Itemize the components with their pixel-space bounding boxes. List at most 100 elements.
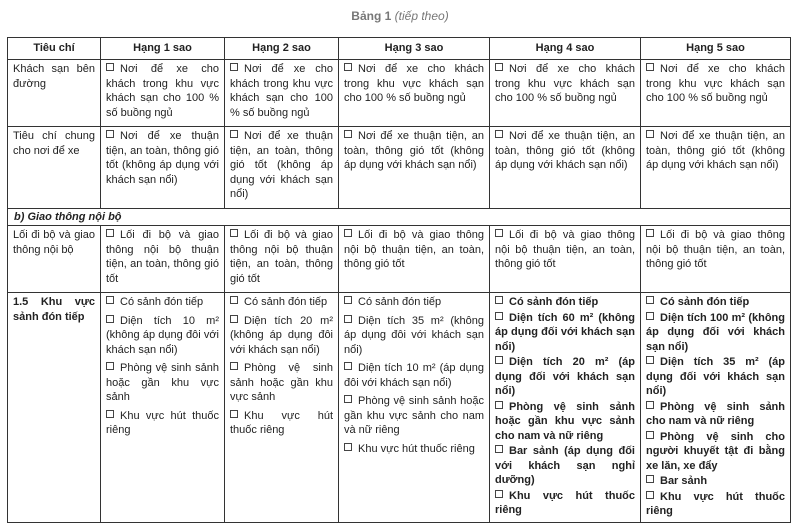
item-text: Diện tích 10 m² (không áp dụng đôi với k… (106, 314, 219, 356)
checklist-item: Nơi để xe thuận tiện, an toàn, thông gió… (230, 129, 333, 202)
item-text: Có sảnh đón tiếp (120, 296, 204, 308)
item-text: Có sảnh đón tiếp (244, 296, 328, 308)
grade-cell: Nơi để xe thuận tiện, an toàn, thông gió… (338, 126, 490, 209)
grade-cell: Lối đi bộ và giao thông nội bộ thuận tiệ… (100, 225, 225, 293)
checkbox-icon (106, 229, 114, 237)
column-header: Hạng 4 sao (489, 37, 641, 60)
checkbox-icon (106, 63, 114, 71)
item-text: Phòng vệ sinh sảnh hoặc gần khu vực sảnh… (495, 400, 635, 442)
checkbox-icon (495, 311, 503, 320)
checkbox-icon (495, 356, 503, 364)
checklist-item: Phòng vệ sinh cho người khuyết tật đi bằ… (646, 430, 785, 474)
checkbox-icon (495, 296, 503, 304)
checkbox-icon (646, 356, 654, 364)
item-text: Khu vực hút thuốc riêng (358, 442, 475, 455)
checklist-item: Diện tích 35 m² (không áp dụng đôi với k… (344, 314, 484, 358)
checkbox-icon (344, 229, 352, 237)
item-text: Nơi để xe thuận tiện, an toàn, thông gió… (646, 130, 785, 171)
item-text: Bar sảnh (660, 475, 708, 487)
checkbox-icon (646, 311, 654, 320)
checklist-item: Nơi để xe thuận tiện, an toàn, thông gió… (495, 129, 635, 173)
item-text: Phòng vệ sinh cho người khuyết tật đi bằ… (646, 430, 785, 472)
criterion-cell: Lối đi bộ và giao thông nội bộ (7, 225, 101, 293)
checklist-item: Khu vực hút thuốc riêng (106, 409, 219, 438)
item-text: Có sảnh đón tiếp (358, 296, 442, 308)
checkbox-icon (344, 395, 352, 403)
checkbox-icon (495, 229, 503, 237)
item-text: Nơi để xe cho khách trong khu vực khách … (230, 63, 333, 119)
criterion-cell: Tiêu chí chung cho nơi để xe (7, 126, 101, 209)
checkbox-icon (646, 400, 654, 409)
table-row: 1.5 Khu vực sảnh đón tiếp Có sảnh đón tiế… (7, 292, 791, 523)
table-row: Tiêu chí chung cho nơi để xe Nơi để xe th… (7, 126, 791, 209)
checkbox-icon (646, 490, 654, 499)
checklist-item: Diện tích 20 m² (áp dụng đối với khách s… (495, 355, 635, 399)
checkbox-icon (344, 362, 352, 370)
item-text: Nơi để xe thuận tiện, an toàn, thông gió… (495, 130, 635, 171)
checklist-item: Diện tích 35 m² (áp dụng đối với khách s… (646, 355, 785, 399)
item-text: Nơi để xe cho khách trong khu vực khách … (106, 63, 219, 119)
checklist-item: Diện tích 60 m² (không áp dụng đối với k… (495, 311, 635, 355)
item-text: Phòng vệ sinh sảnh hoặc gần khu vực sảnh (230, 362, 333, 403)
item-text: Diện tích 60 m² (không áp dụng đối với k… (495, 311, 635, 353)
checkbox-icon (646, 475, 654, 483)
item-text: Khu vực hút thuốc riêng (230, 409, 333, 437)
grade-cell: Có sảnh đón tiếp Diện tích 100 m² (không … (640, 292, 791, 523)
checklist-item: Khu vực hút thuốc riêng (230, 409, 333, 438)
checkbox-icon (344, 442, 352, 451)
grade-cell: Nơi để xe thuận tiện, an toàn, thông gió… (489, 126, 641, 209)
checklist-item: Lối đi bộ và giao thông nội bộ thuận tiệ… (344, 228, 484, 272)
item-text: Nơi để xe thuận tiện, an toàn, thông gió… (230, 130, 333, 200)
column-header: Hạng 3 sao (338, 37, 490, 60)
checkbox-icon (646, 229, 654, 237)
checkbox-icon (230, 130, 238, 138)
grade-cell: Nơi để xe thuận tiện, an toàn, thông gió… (640, 126, 791, 209)
checklist-item: Diện tích 100 m² (không áp dụng đối với … (646, 311, 785, 355)
checkbox-icon (646, 430, 654, 439)
checklist-item: Lối đi bộ và giao thông nội bộ thuận tiệ… (106, 228, 219, 286)
item-text: Diện tích 35 m² (không áp dụng đôi với k… (344, 314, 484, 356)
grade-cell: Lối đi bộ và giao thông nội bộ thuận tiệ… (489, 225, 641, 293)
checklist-item: Nơi để xe cho khách trong khu vực khách … (495, 62, 635, 106)
checkbox-icon (495, 400, 503, 409)
item-text: Lối đi bộ và giao thông nội bộ thuận tiệ… (106, 229, 219, 285)
grade-cell: Nơi để xe cho khách trong khu vực khách … (100, 59, 225, 127)
section-title: b) Giao thông nội bộ (7, 207, 791, 226)
checkbox-icon (230, 409, 238, 418)
checkbox-icon (106, 314, 114, 323)
item-text: Lối đi bộ và giao thông nội bộ thuận tiệ… (646, 229, 785, 270)
grade-cell: Nơi để xe thuận tiện, an toàn, thông gió… (100, 126, 225, 209)
checklist-item: Diện tích 20 m² (không áp dụng đôi với k… (230, 314, 333, 358)
grade-cell: Có sảnh đón tiếp Diện tích 10 m² (không á… (100, 292, 225, 523)
checklist-item: Nơi để xe thuận tiện, an toàn, thông gió… (344, 129, 484, 173)
item-text: Phòng vệ sinh sảnh hoặc gần khu vực sảnh… (344, 395, 484, 436)
checklist-item: Bar sảnh (646, 474, 785, 489)
checkbox-icon (646, 296, 654, 304)
grade-cell: Nơi để xe thuận tiện, an toàn, thông gió… (224, 126, 339, 209)
table-row: Khách sạn bên đường Nơi để xe cho khách t… (7, 59, 791, 127)
checkbox-icon (106, 362, 114, 370)
item-text: Nơi để xe cho khách trong khu vực khách … (344, 63, 484, 104)
criterion-cell: Khách sạn bên đường (7, 59, 101, 127)
checklist-item: Nơi để xe cho khách trong khu vực khách … (230, 62, 333, 120)
table-caption: Bảng 1 (tiếp theo) (351, 9, 449, 23)
checkbox-icon (230, 229, 238, 237)
checklist-item: Nơi để xe thuận tiện, an toàn, thông gió… (106, 129, 219, 187)
checklist-item: Có sảnh đón tiếp (106, 295, 219, 310)
checklist-item: Nơi để xe cho khách trong khu vực khách … (646, 62, 785, 106)
item-text: Diện tích 20 m² (không áp dụng đôi với k… (230, 314, 333, 356)
grade-cell: Nơi để xe cho khách trong khu vực khách … (640, 59, 791, 127)
checkbox-icon (344, 296, 352, 304)
column-header: Hạng 2 sao (224, 37, 339, 60)
checklist-item: Có sảnh đón tiếp (230, 295, 333, 310)
checklist-item: Bar sảnh (áp dụng đối với khách sạn nghỉ… (495, 444, 635, 488)
checkbox-icon (344, 314, 352, 323)
grade-cell: Lối đi bộ và giao thông nội bộ thuận tiệ… (640, 225, 791, 293)
checkbox-icon (230, 314, 238, 323)
checkbox-icon (495, 489, 503, 498)
checklist-item: Có sảnh đón tiếp (495, 295, 635, 310)
checklist-item: Có sảnh đón tiếp (646, 295, 785, 310)
checklist-item: Diện tích 10 m² (áp dụng đôi với khách s… (344, 361, 484, 390)
checkbox-icon (344, 130, 352, 138)
grade-cell: Nơi để xe cho khách trong khu vực khách … (224, 59, 339, 127)
